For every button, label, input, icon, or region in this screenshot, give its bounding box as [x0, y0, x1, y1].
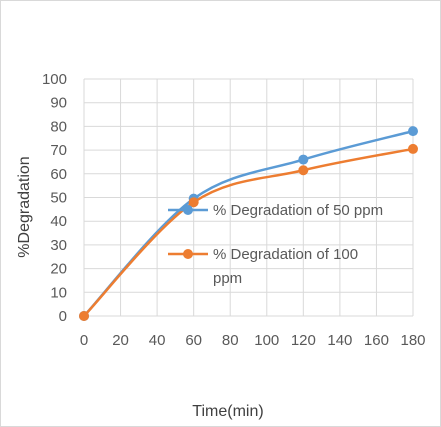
legend: % Degradation of 50 ppm % Degradation of …	[168, 202, 383, 287]
legend-label: ppm	[213, 270, 242, 287]
series-line	[83, 147, 414, 317]
x-tick-label: 60	[185, 332, 202, 349]
data-point	[298, 154, 309, 165]
data-point	[79, 311, 89, 321]
y-tick-label: 100	[42, 71, 67, 88]
y-tick-label: 50	[50, 190, 67, 207]
data-point	[408, 143, 418, 154]
x-tick-label: 20	[112, 332, 129, 349]
data-point	[298, 165, 309, 176]
x-axis-title: Time(min)	[192, 403, 263, 420]
legend-item: % Degradation of 50 ppm	[168, 202, 383, 219]
x-tick-label: 100	[254, 332, 279, 349]
legend-item: % Degradation of 100 ppm	[168, 246, 358, 287]
legend-label: % Degradation of 100	[213, 246, 358, 263]
y-tick-label: 90	[50, 95, 67, 112]
y-tick-label: 0	[59, 308, 67, 325]
series-group	[79, 126, 418, 321]
legend-label: % Degradation of 50 ppm	[213, 202, 383, 219]
y-tick-label: 20	[50, 261, 67, 278]
x-tick-label: 140	[327, 332, 352, 349]
x-tick-label: 0	[80, 332, 88, 349]
y-axis-title: %Degradation	[16, 156, 33, 257]
y-tick-label: 40	[50, 213, 67, 230]
legend-marker	[183, 249, 193, 259]
y-tick-label: 70	[50, 142, 67, 159]
x-tick-label: 40	[149, 332, 166, 349]
y-tick-label: 10	[50, 284, 67, 301]
x-tick-label: 160	[364, 332, 389, 349]
gridlines	[83, 78, 414, 317]
x-tick-label: 80	[222, 332, 239, 349]
data-point	[188, 197, 199, 208]
tick-labels: 0 20 40 60 80 100 120 140 160 180 0 10 20 30 40 50 60 70 8…	[42, 71, 426, 349]
legend-marker	[183, 205, 193, 215]
x-tick-label: 180	[400, 332, 425, 349]
y-tick-label: 80	[50, 118, 67, 135]
y-tick-label: 60	[50, 166, 67, 183]
x-tick-label: 120	[291, 332, 316, 349]
series-2	[79, 143, 418, 321]
data-point	[408, 126, 418, 137]
y-tick-label: 30	[50, 237, 67, 254]
